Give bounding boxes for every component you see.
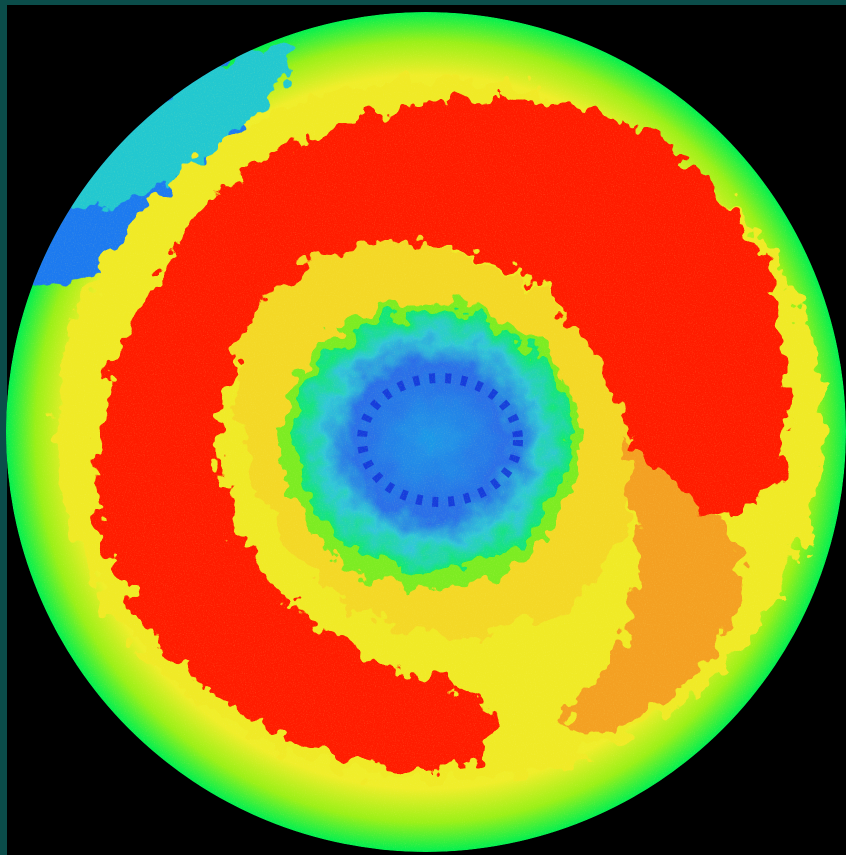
disc (6, 12, 846, 852)
